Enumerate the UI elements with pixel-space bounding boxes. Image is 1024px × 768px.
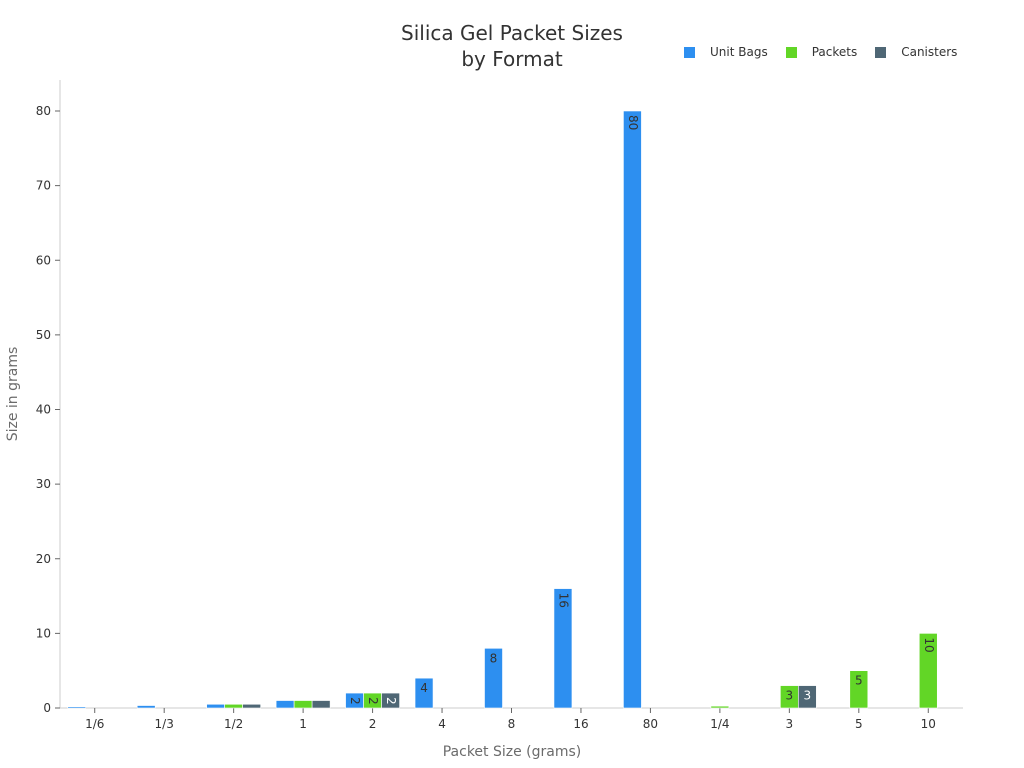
bar-value-label: 3 (786, 689, 794, 703)
x-tick-label: 5 (855, 717, 863, 731)
y-tick-label: 0 (43, 701, 51, 715)
bar-canisters[interactable] (311, 700, 331, 709)
bar-value-label: 10 (922, 637, 936, 652)
bar-canisters[interactable] (381, 692, 400, 709)
legend-item-unit-bags[interactable]: Unit Bags (684, 45, 768, 59)
y-tick-label: 40 (36, 403, 51, 417)
bar-unit-bags[interactable] (484, 647, 503, 709)
bar-unit-bags[interactable] (206, 703, 225, 709)
legend-label-canisters: Canisters (901, 45, 958, 59)
y-tick-label: 10 (36, 626, 51, 640)
legend-swatch-canisters (875, 46, 887, 58)
bar-value-label: 2 (348, 697, 362, 705)
bar-unit-bags[interactable] (623, 110, 642, 709)
y-tick-label: 20 (36, 552, 51, 566)
bar-packets[interactable] (849, 670, 869, 709)
x-tick-label: 1/4 (710, 717, 729, 731)
chart-title-line-2: by Format (461, 47, 563, 71)
bar-unit-bags[interactable] (67, 706, 87, 709)
bar-value-label: 8 (490, 651, 498, 665)
bar-unit-bags[interactable] (136, 705, 156, 709)
chart-title: Silica Gel Packet Sizes by Format (312, 20, 712, 72)
x-tick-label: 3 (786, 717, 794, 731)
y-tick-label: 60 (36, 253, 51, 267)
x-tick-label: 1/2 (224, 717, 243, 731)
y-tick-label: 30 (36, 477, 51, 491)
bar-packets[interactable] (293, 700, 313, 709)
x-tick-label: 2 (369, 717, 377, 731)
x-tick-label: 10 (921, 717, 936, 731)
bar-canisters[interactable] (242, 703, 261, 709)
y-tick-label: 70 (36, 179, 51, 193)
bar-value-label: 4 (420, 681, 428, 695)
bar-packets[interactable] (710, 705, 730, 709)
legend-label-unit-bags: Unit Bags (710, 45, 768, 59)
bar-value-label: 5 (855, 674, 863, 688)
x-tick-label: 16 (573, 717, 588, 731)
chart-legend: Unit Bags Packets Canisters (684, 45, 957, 59)
x-tick-label: 8 (508, 717, 516, 731)
x-tick-label: 4 (438, 717, 446, 731)
x-tick-label: 1/6 (85, 717, 104, 731)
legend-item-canisters[interactable]: Canisters (875, 45, 957, 59)
bar-value-label: 2 (384, 697, 398, 705)
y-axis: 0 10 20 30 40 50 60 70 80 (36, 80, 61, 715)
bar-value-label: 80 (626, 115, 640, 130)
y-tick-label: 50 (36, 328, 51, 342)
bar-unit-bags[interactable] (553, 588, 573, 709)
legend-swatch-packets (785, 46, 797, 58)
legend-swatch-unit-bags (684, 46, 695, 58)
x-tick-label: 80 (643, 717, 658, 731)
y-axis-title: Size in grams (5, 347, 21, 442)
legend-label-packets: Packets (811, 45, 858, 59)
bar-packets[interactable] (918, 633, 938, 709)
bar-unit-bags[interactable] (414, 677, 434, 709)
x-tick-label: 1 (299, 717, 307, 731)
x-axis-title: Packet Size (grams) (443, 744, 582, 760)
y-tick-label: 80 (36, 104, 51, 118)
chart-title-line-1: Silica Gel Packet Sizes (401, 21, 623, 45)
legend-item-packets[interactable]: Packets (785, 45, 858, 59)
bar-unit-bags[interactable] (275, 700, 295, 709)
bar-canisters[interactable] (798, 685, 817, 709)
bar-value-label: 3 (804, 689, 812, 703)
bar-value-label: 16 (556, 593, 570, 608)
x-tick-label: 1/3 (155, 717, 174, 731)
x-axis: 1/6 1/3 1/2 1 2 4 8 16 80 1/4 3 5 10 (60, 707, 963, 731)
bar-packets[interactable] (224, 703, 243, 709)
bar-value-label: 2 (366, 697, 380, 705)
